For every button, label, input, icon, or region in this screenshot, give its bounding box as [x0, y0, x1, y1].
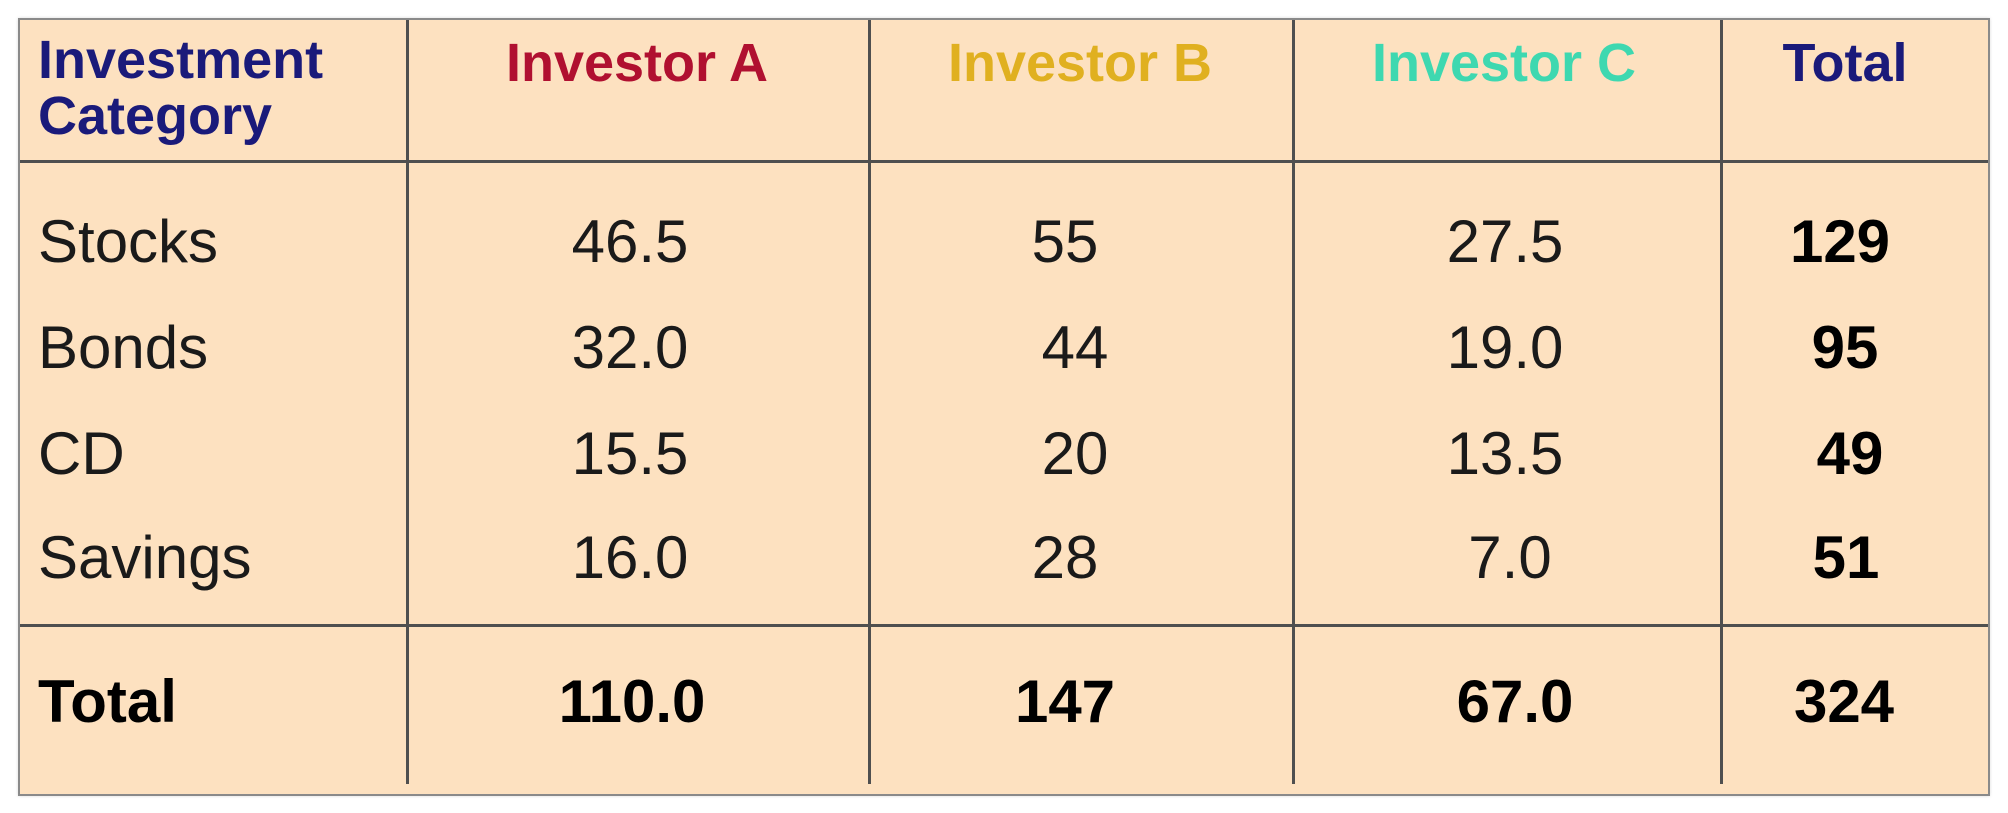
total-grand: 324	[1793, 668, 1895, 735]
total-investor-a: 110.0	[558, 668, 706, 735]
column-divider	[1720, 20, 1723, 784]
total-row-label: Total	[38, 668, 177, 735]
header-divider	[20, 160, 1988, 163]
header-investor-c: Investor C	[1371, 33, 1637, 93]
cell-bonds-investor-b: 44	[1041, 314, 1109, 381]
cell-bonds-investor-c: 19.0	[1446, 314, 1564, 381]
cell-cd-investor-c: 13.5	[1446, 420, 1564, 487]
cell-savings-investor-a: 16.0	[571, 524, 689, 591]
cell-bonds-investor-a: 32.0	[571, 314, 689, 381]
cell-cd-investor-b: 20	[1041, 420, 1109, 487]
cell-cd-investor-a: 15.5	[571, 420, 689, 487]
cell-savings-investor-b: 28	[1031, 524, 1099, 591]
header-investment-category: Investment Category	[38, 30, 324, 146]
investment-table: Investment Category Investor A Investor …	[18, 18, 1990, 796]
cell-savings-investor-c: 7.0	[1468, 524, 1552, 591]
total-investor-c: 67.0	[1456, 668, 1574, 735]
total-investor-b: 147	[1014, 668, 1116, 735]
row-label-bonds: Bonds	[38, 314, 209, 381]
column-divider	[1292, 20, 1295, 784]
header-total: Total	[1782, 33, 1908, 93]
total-divider	[20, 624, 1988, 627]
row-label-savings: Savings	[38, 524, 252, 591]
cell-stocks-investor-c: 27.5	[1446, 208, 1564, 275]
cell-stocks-investor-a: 46.5	[571, 208, 689, 275]
row-label-cd: CD	[38, 420, 125, 487]
cell-stocks-investor-b: 55	[1031, 208, 1099, 275]
header-investor-a: Investor A	[505, 33, 769, 93]
cell-bonds-total: 95	[1811, 314, 1879, 381]
header-investor-b: Investor B	[947, 33, 1213, 93]
column-divider	[406, 20, 409, 784]
row-label-stocks: Stocks	[38, 208, 219, 275]
cell-stocks-total: 129	[1789, 208, 1891, 275]
cell-savings-total: 51	[1812, 524, 1880, 591]
cell-cd-total: 49	[1816, 420, 1884, 487]
column-divider	[868, 20, 871, 784]
